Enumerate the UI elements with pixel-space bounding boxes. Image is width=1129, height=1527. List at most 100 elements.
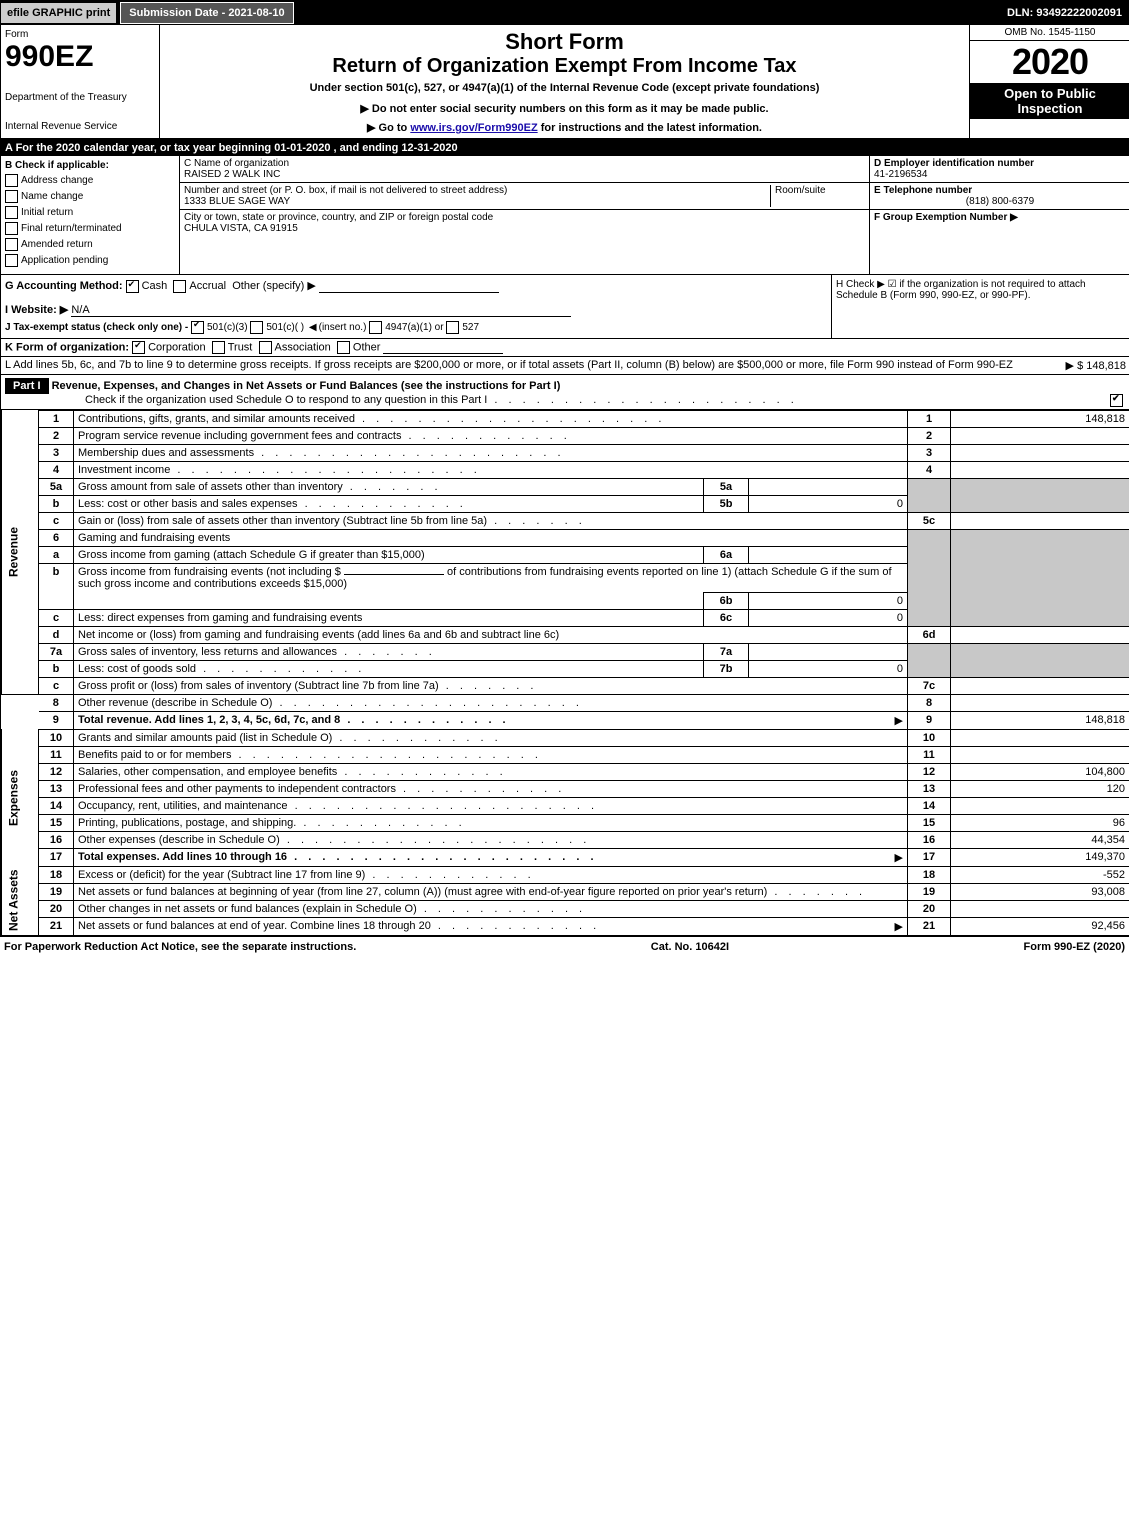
cat-no: Cat. No. 10642I: [651, 941, 729, 953]
checkbox-accrual[interactable]: [173, 280, 186, 293]
line-2-no: 2: [39, 427, 74, 444]
line-20-desc: Other changes in net assets or fund bala…: [78, 903, 586, 915]
line-6c-desc: Less: direct expenses from gaming and fu…: [78, 612, 362, 624]
line-8-val: [951, 694, 1129, 711]
line-10-desc: Grants and similar amounts paid (list in…: [78, 732, 502, 744]
line-5b-no: b: [39, 495, 74, 512]
checkbox-name-change[interactable]: [5, 190, 18, 203]
i-label: I Website: ▶: [5, 304, 68, 316]
line-15-desc: Printing, publications, postage, and shi…: [78, 817, 466, 829]
part-i-table: Revenue 1 Contributions, gifts, grants, …: [1, 410, 1129, 936]
line-6a-sv: [749, 546, 908, 563]
line-10-val: [951, 729, 1129, 746]
e-label: E Telephone number: [874, 185, 972, 196]
k-other: Other: [353, 341, 381, 353]
checkbox-schedule-o[interactable]: [1110, 394, 1123, 407]
irs-link[interactable]: www.irs.gov/Form990EZ: [410, 122, 537, 134]
paperwork-notice: For Paperwork Reduction Act Notice, see …: [4, 941, 356, 953]
header-left: Form 990EZ Department of the Treasury In…: [1, 25, 160, 138]
j-501c: 501(c)( ): [266, 322, 304, 333]
line-20-num: 20: [908, 900, 951, 917]
line-19-no: 19: [39, 883, 74, 900]
part-i-title: Revenue, Expenses, and Changes in Net As…: [52, 380, 561, 392]
line-14-val: [951, 797, 1129, 814]
room-label: Room/suite: [775, 185, 826, 196]
city-state-zip: CHULA VISTA, CA 91915: [184, 223, 298, 234]
line-9-num: 9: [908, 711, 951, 729]
line-8-desc: Other revenue (describe in Schedule O): [78, 697, 583, 709]
line-17-desc: Total expenses. Add lines 10 through 16: [78, 851, 598, 863]
l-gross-receipts: ▶ $ 148,818: [1046, 359, 1126, 372]
line-7b-desc: Less: cost of goods sold: [78, 663, 365, 675]
section-k: K Form of organization: Corporation Trus…: [1, 339, 1129, 357]
shade-6: [908, 529, 951, 626]
checkbox-other-org[interactable]: [337, 341, 350, 354]
line-5b-box: 5b: [704, 495, 749, 512]
line-11-desc: Benefits paid to or for members: [78, 749, 542, 761]
line-17-num: 17: [908, 848, 951, 866]
line-5a-no: 5a: [39, 478, 74, 495]
checkbox-amended[interactable]: [5, 238, 18, 251]
other-specify-blank: [319, 292, 499, 293]
line-2-desc: Program service revenue including govern…: [78, 430, 571, 442]
shade-5v: [951, 478, 1129, 512]
line-7b-no: b: [39, 660, 74, 677]
line-17-val: 149,370: [951, 848, 1129, 866]
line-16-no: 16: [39, 831, 74, 848]
checkbox-corp[interactable]: [132, 341, 145, 354]
line-6-no: 6: [39, 529, 74, 546]
checkbox-cash[interactable]: [126, 280, 139, 293]
shade-7: [908, 643, 951, 677]
line-18-val: -552: [951, 866, 1129, 883]
line-9-desc: Total revenue. Add lines 1, 2, 3, 4, 5c,…: [78, 714, 510, 726]
shade-7v: [951, 643, 1129, 677]
line-11-val: [951, 746, 1129, 763]
form-rev: Form 990-EZ (2020): [1024, 941, 1125, 953]
line-7b-box: 7b: [704, 660, 749, 677]
part-i-check: Check if the organization used Schedule …: [85, 394, 798, 406]
j-527: 527: [462, 322, 479, 333]
g-label: G Accounting Method:: [5, 280, 123, 292]
city-label: City or town, state or province, country…: [184, 212, 493, 223]
h-text: H Check ▶ ☑ if the organization is not r…: [836, 279, 1086, 301]
line-6a-box: 6a: [704, 546, 749, 563]
checkbox-final[interactable]: [5, 222, 18, 235]
open-public: Open to Public Inspection: [970, 83, 1129, 119]
checkbox-pending[interactable]: [5, 254, 18, 267]
ssn-warning: ▶ Do not enter social security numbers o…: [168, 102, 961, 115]
line-7c-num: 7c: [908, 677, 951, 694]
checkbox-assoc[interactable]: [259, 341, 272, 354]
d-label: D Employer identification number: [874, 158, 1034, 169]
line-6c-no: c: [39, 609, 74, 626]
checkbox-4947[interactable]: [369, 321, 382, 334]
b-label: B Check if applicable:: [5, 160, 109, 171]
under-section: Under section 501(c), 527, or 4947(a)(1)…: [168, 82, 961, 94]
j-label: J Tax-exempt status (check only one) -: [5, 322, 191, 333]
checkbox-initial[interactable]: [5, 206, 18, 219]
line-4-num: 4: [908, 461, 951, 478]
line-21-num: 21: [908, 917, 951, 935]
checkbox-501c[interactable]: [250, 321, 263, 334]
checkbox-address-change[interactable]: [5, 174, 18, 187]
line-6-desc: Gaming and fundraising events: [74, 529, 908, 546]
line-5c-num: 5c: [908, 512, 951, 529]
f-label: F Group Exemption Number ▶: [874, 212, 1018, 223]
short-form-title: Short Form: [168, 29, 961, 55]
line-21-val: 92,456: [951, 917, 1129, 935]
efile-label: efile GRAPHIC print: [1, 3, 116, 23]
line-18-no: 18: [39, 866, 74, 883]
checkbox-501c3[interactable]: [191, 321, 204, 334]
line-3-num: 3: [908, 444, 951, 461]
goto-line: ▶ Go to www.irs.gov/Form990EZ for instru…: [168, 121, 961, 134]
section-b: B Check if applicable: Address change Na…: [1, 156, 180, 274]
omb-number: OMB No. 1545-1150: [970, 25, 1129, 41]
line-4-desc: Investment income: [78, 464, 481, 476]
checkbox-trust[interactable]: [212, 341, 225, 354]
form-header: Form 990EZ Department of the Treasury In…: [1, 25, 1129, 140]
section-l: L Add lines 5b, 6c, and 7b to line 9 to …: [1, 357, 1129, 375]
line-13-val: 120: [951, 780, 1129, 797]
line-3-val: [951, 444, 1129, 461]
section-def: D Employer identification number 41-2196…: [869, 156, 1129, 274]
checkbox-527[interactable]: [446, 321, 459, 334]
j-4947: 4947(a)(1) or: [385, 322, 443, 333]
